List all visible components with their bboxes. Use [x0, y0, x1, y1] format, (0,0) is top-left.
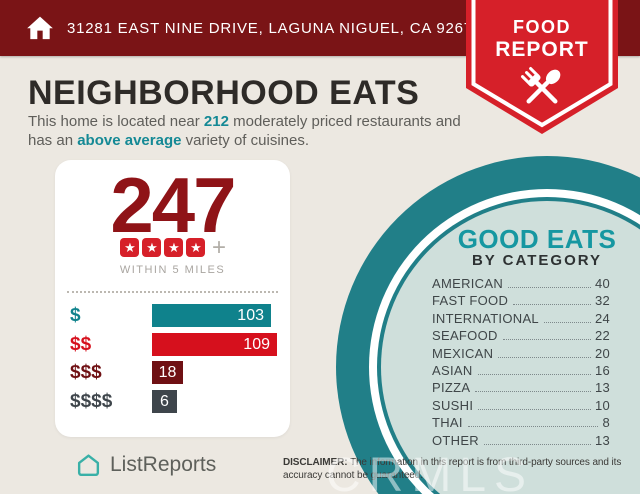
price-tier-label: $$ [70, 333, 92, 355]
ribbon-shape [466, 0, 618, 134]
category-row: INTERNATIONAL 24 [432, 311, 610, 328]
intro-line-2: has an above average variety of cuisines… [28, 131, 461, 150]
dotted-leader [498, 356, 591, 358]
food-report-badge: FOOD REPORT [466, 0, 618, 136]
intro-text: This home is located near 212 moderately… [28, 112, 461, 150]
dotted-leader [477, 373, 591, 375]
star-icon: ★ [186, 238, 206, 257]
category-row: AMERICAN 40 [432, 276, 610, 293]
star-icon: ★ [164, 238, 184, 257]
category-label: SEAFOOD [432, 328, 498, 344]
quality-highlight: above average [77, 132, 182, 149]
category-value: 13 [594, 380, 610, 396]
category-label: OTHER [432, 432, 479, 448]
intro-text-part: moderately priced restaurants and [228, 113, 461, 130]
dotted-leader [475, 391, 591, 393]
listreports-house-icon [77, 454, 100, 477]
category-value: 16 [594, 362, 610, 378]
category-value: 32 [594, 293, 610, 309]
category-row: THAI 8 [432, 415, 610, 432]
badge-title-line1: FOOD [513, 17, 571, 37]
category-value: 40 [594, 276, 610, 291]
category-label: AMERICAN [432, 276, 504, 291]
disclaimer: DISCLAIMER: The information in this repo… [283, 456, 633, 482]
summary-card: 247 ★ ★ ★ ★ + WITHIN 5 MILES $ 103 $$ 109 $$… [55, 160, 290, 437]
intro-text-part: has an [28, 132, 78, 149]
category-value: 8 [602, 415, 610, 431]
crmls-watermark: CRMLS [326, 449, 535, 494]
category-row: PIZZA 13 [432, 380, 610, 397]
price-bar: 109 [152, 332, 277, 356]
category-value: 10 [594, 397, 610, 413]
disclaimer-line-2: accuracy cannot be guaranteed. [283, 470, 423, 481]
dotted-leader [513, 304, 591, 306]
category-value: 13 [594, 432, 610, 448]
price-bar-row: $$$ 18 [55, 361, 290, 384]
brand-name: ListReports [110, 453, 217, 476]
total-restaurant-count: 247 [110, 161, 236, 249]
badge-title-line2: REPORT [495, 38, 589, 61]
price-tier-label: $$$$ [70, 390, 113, 412]
category-value: 20 [594, 345, 610, 361]
category-row: SUSHI 10 [432, 398, 610, 415]
star-rating: ★ ★ ★ ★ + [55, 234, 290, 261]
page-title: NEIGHBORHOOD EATS [28, 74, 420, 112]
category-row: SEAFOOD 22 [432, 328, 610, 345]
category-row: ASIAN 16 [432, 363, 610, 380]
price-bar: 103 [152, 304, 271, 327]
dotted-leader [502, 339, 591, 341]
price-bar: 6 [152, 389, 177, 413]
category-row: MEXICAN 20 [432, 346, 610, 363]
price-bar: 18 [152, 361, 183, 384]
good-eats-title: GOOD EATS [457, 224, 617, 254]
dotted-divider [67, 291, 278, 293]
restaurant-count-highlight: 212 [203, 113, 229, 130]
category-value: 24 [594, 310, 610, 326]
disclaimer-line-1: DISCLAIMER: The information in this repo… [283, 456, 633, 469]
plus-sign: + [211, 234, 226, 261]
dotted-leader [467, 426, 599, 428]
property-address: 31281 EAST NINE DRIVE, LAGUNA NIGUEL, CA… [67, 19, 483, 37]
dotted-leader [543, 321, 591, 323]
price-tier-label: $$$ [70, 362, 102, 383]
price-tier-label: $ [70, 305, 81, 326]
intro-text-part: This home is located near [28, 113, 204, 130]
listreports-logo: ListReports [75, 452, 216, 478]
category-label: ASIAN [432, 362, 473, 378]
category-label: THAI [432, 415, 463, 431]
dotted-leader [508, 287, 591, 288]
category-label: MEXICAN [432, 345, 494, 361]
price-bar-row: $ 103 [55, 304, 290, 327]
good-eats-subtitle: BY CATEGORY [471, 252, 603, 269]
price-bar-row: $$$$ 6 [55, 389, 290, 413]
disclaimer-text: The information in this report is from t… [347, 457, 622, 468]
dotted-leader [484, 443, 591, 445]
star-icon: ★ [142, 238, 162, 257]
category-row: OTHER 13 [432, 433, 610, 450]
dotted-leader [478, 408, 591, 410]
disclaimer-label: DISCLAIMER: [283, 457, 348, 468]
home-icon [27, 16, 53, 40]
category-row: FAST FOOD 32 [432, 293, 610, 310]
category-label: PIZZA [432, 380, 471, 396]
price-bar-row: $$ 109 [55, 332, 290, 356]
category-label: SUSHI [432, 397, 474, 413]
category-list: AMERICAN 40 FAST FOOD 32 INTERNATIONAL 24 S… [432, 276, 610, 450]
intro-text-part: variety of cuisines. [181, 132, 310, 149]
star-icon: ★ [120, 238, 140, 257]
category-label: INTERNATIONAL [432, 310, 539, 326]
crossed-utensils-icon [521, 67, 561, 104]
category-label: FAST FOOD [432, 293, 509, 309]
intro-line-1: This home is located near 212 moderately… [28, 112, 461, 131]
category-value: 22 [594, 328, 610, 344]
radius-label: WITHIN 5 MILES [119, 264, 226, 276]
